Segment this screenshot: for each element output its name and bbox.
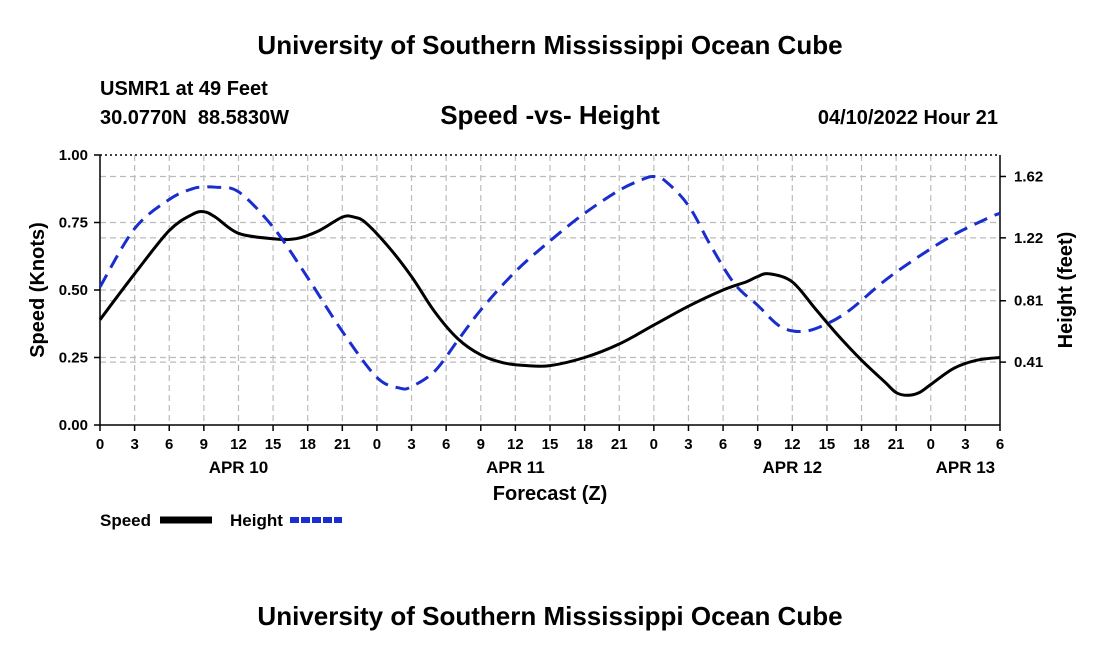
y-tick-label: 0.50	[59, 282, 88, 299]
x-tick-label: 0	[373, 436, 381, 453]
y-tick-label: 0.00	[59, 417, 88, 434]
x-axis-title: Forecast (Z)	[493, 483, 607, 505]
x-tick-label: 12	[230, 436, 247, 453]
y-tick-label: 0.75	[59, 215, 88, 232]
station-label: USMR1 at 49 Feet	[100, 78, 268, 100]
x-tick-label: 3	[684, 436, 692, 453]
x-tick-label: 6	[719, 436, 727, 453]
main-title: University of Southern Mississippi Ocean…	[257, 30, 842, 60]
x-tick-label: 15	[819, 436, 836, 453]
x-tick-label: 15	[542, 436, 559, 453]
x-tick-label: 12	[784, 436, 801, 453]
x-tick-label: 21	[611, 436, 628, 453]
footer-title: University of Southern Mississippi Ocean…	[257, 601, 842, 631]
series-layer	[98, 174, 1001, 397]
coordinates-label: 30.0770N 88.5830W	[100, 107, 289, 129]
x-tick-label: 18	[299, 436, 316, 453]
x-tick-label: 21	[334, 436, 351, 453]
y2-tick-label: 0.81	[1014, 293, 1043, 310]
x-tick-label: 6	[165, 436, 173, 453]
x-tick-label: 9	[200, 436, 208, 453]
x-tick-label: 6	[996, 436, 1004, 453]
x-tick-label: 12	[507, 436, 524, 453]
y2-tick-label: 1.62	[1014, 168, 1043, 185]
y-axis-title: Speed (Knots)	[27, 222, 49, 358]
axes: 0 3 6 9 12 15 18 21 0 3 6 9 12 15 18 21 0 3 6 9 12 15 18 21 0 3 6A…	[59, 147, 1043, 477]
legend-label-speed: Speed	[100, 511, 151, 530]
legend: Speed Height	[100, 511, 342, 530]
chart-subtitle: Speed -vs- Height	[440, 100, 660, 130]
x-tick-label: 3	[130, 436, 138, 453]
grid	[100, 155, 1000, 425]
y2-tick-label: 1.22	[1014, 230, 1043, 247]
legend-label-height: Height	[230, 511, 283, 530]
y-tick-label: 1.00	[59, 147, 88, 164]
x-tick-label: 9	[754, 436, 762, 453]
series-line-speed	[98, 210, 1001, 397]
datetime-label: 04/10/2022 Hour 21	[818, 107, 998, 129]
x-tick-label: 0	[650, 436, 658, 453]
series-line-height	[98, 174, 1001, 391]
x-tick-label: 9	[477, 436, 485, 453]
y-tick-label: 0.25	[59, 350, 88, 367]
date-label: APR 11	[486, 458, 545, 477]
x-tick-label: 6	[442, 436, 450, 453]
x-tick-label: 0	[96, 436, 104, 453]
x-tick-label: 21	[888, 436, 905, 453]
x-tick-label: 18	[576, 436, 593, 453]
y2-axis-title: Height (feet)	[1055, 232, 1077, 349]
x-tick-label: 3	[407, 436, 415, 453]
x-tick-label: 3	[961, 436, 969, 453]
date-label: APR 13	[936, 458, 996, 477]
x-tick-label: 0	[927, 436, 935, 453]
date-label: APR 12	[763, 458, 823, 477]
x-tick-label: 15	[265, 436, 282, 453]
date-label: APR 10	[209, 458, 269, 477]
x-tick-label: 18	[853, 436, 870, 453]
y2-tick-label: 0.41	[1014, 354, 1043, 371]
